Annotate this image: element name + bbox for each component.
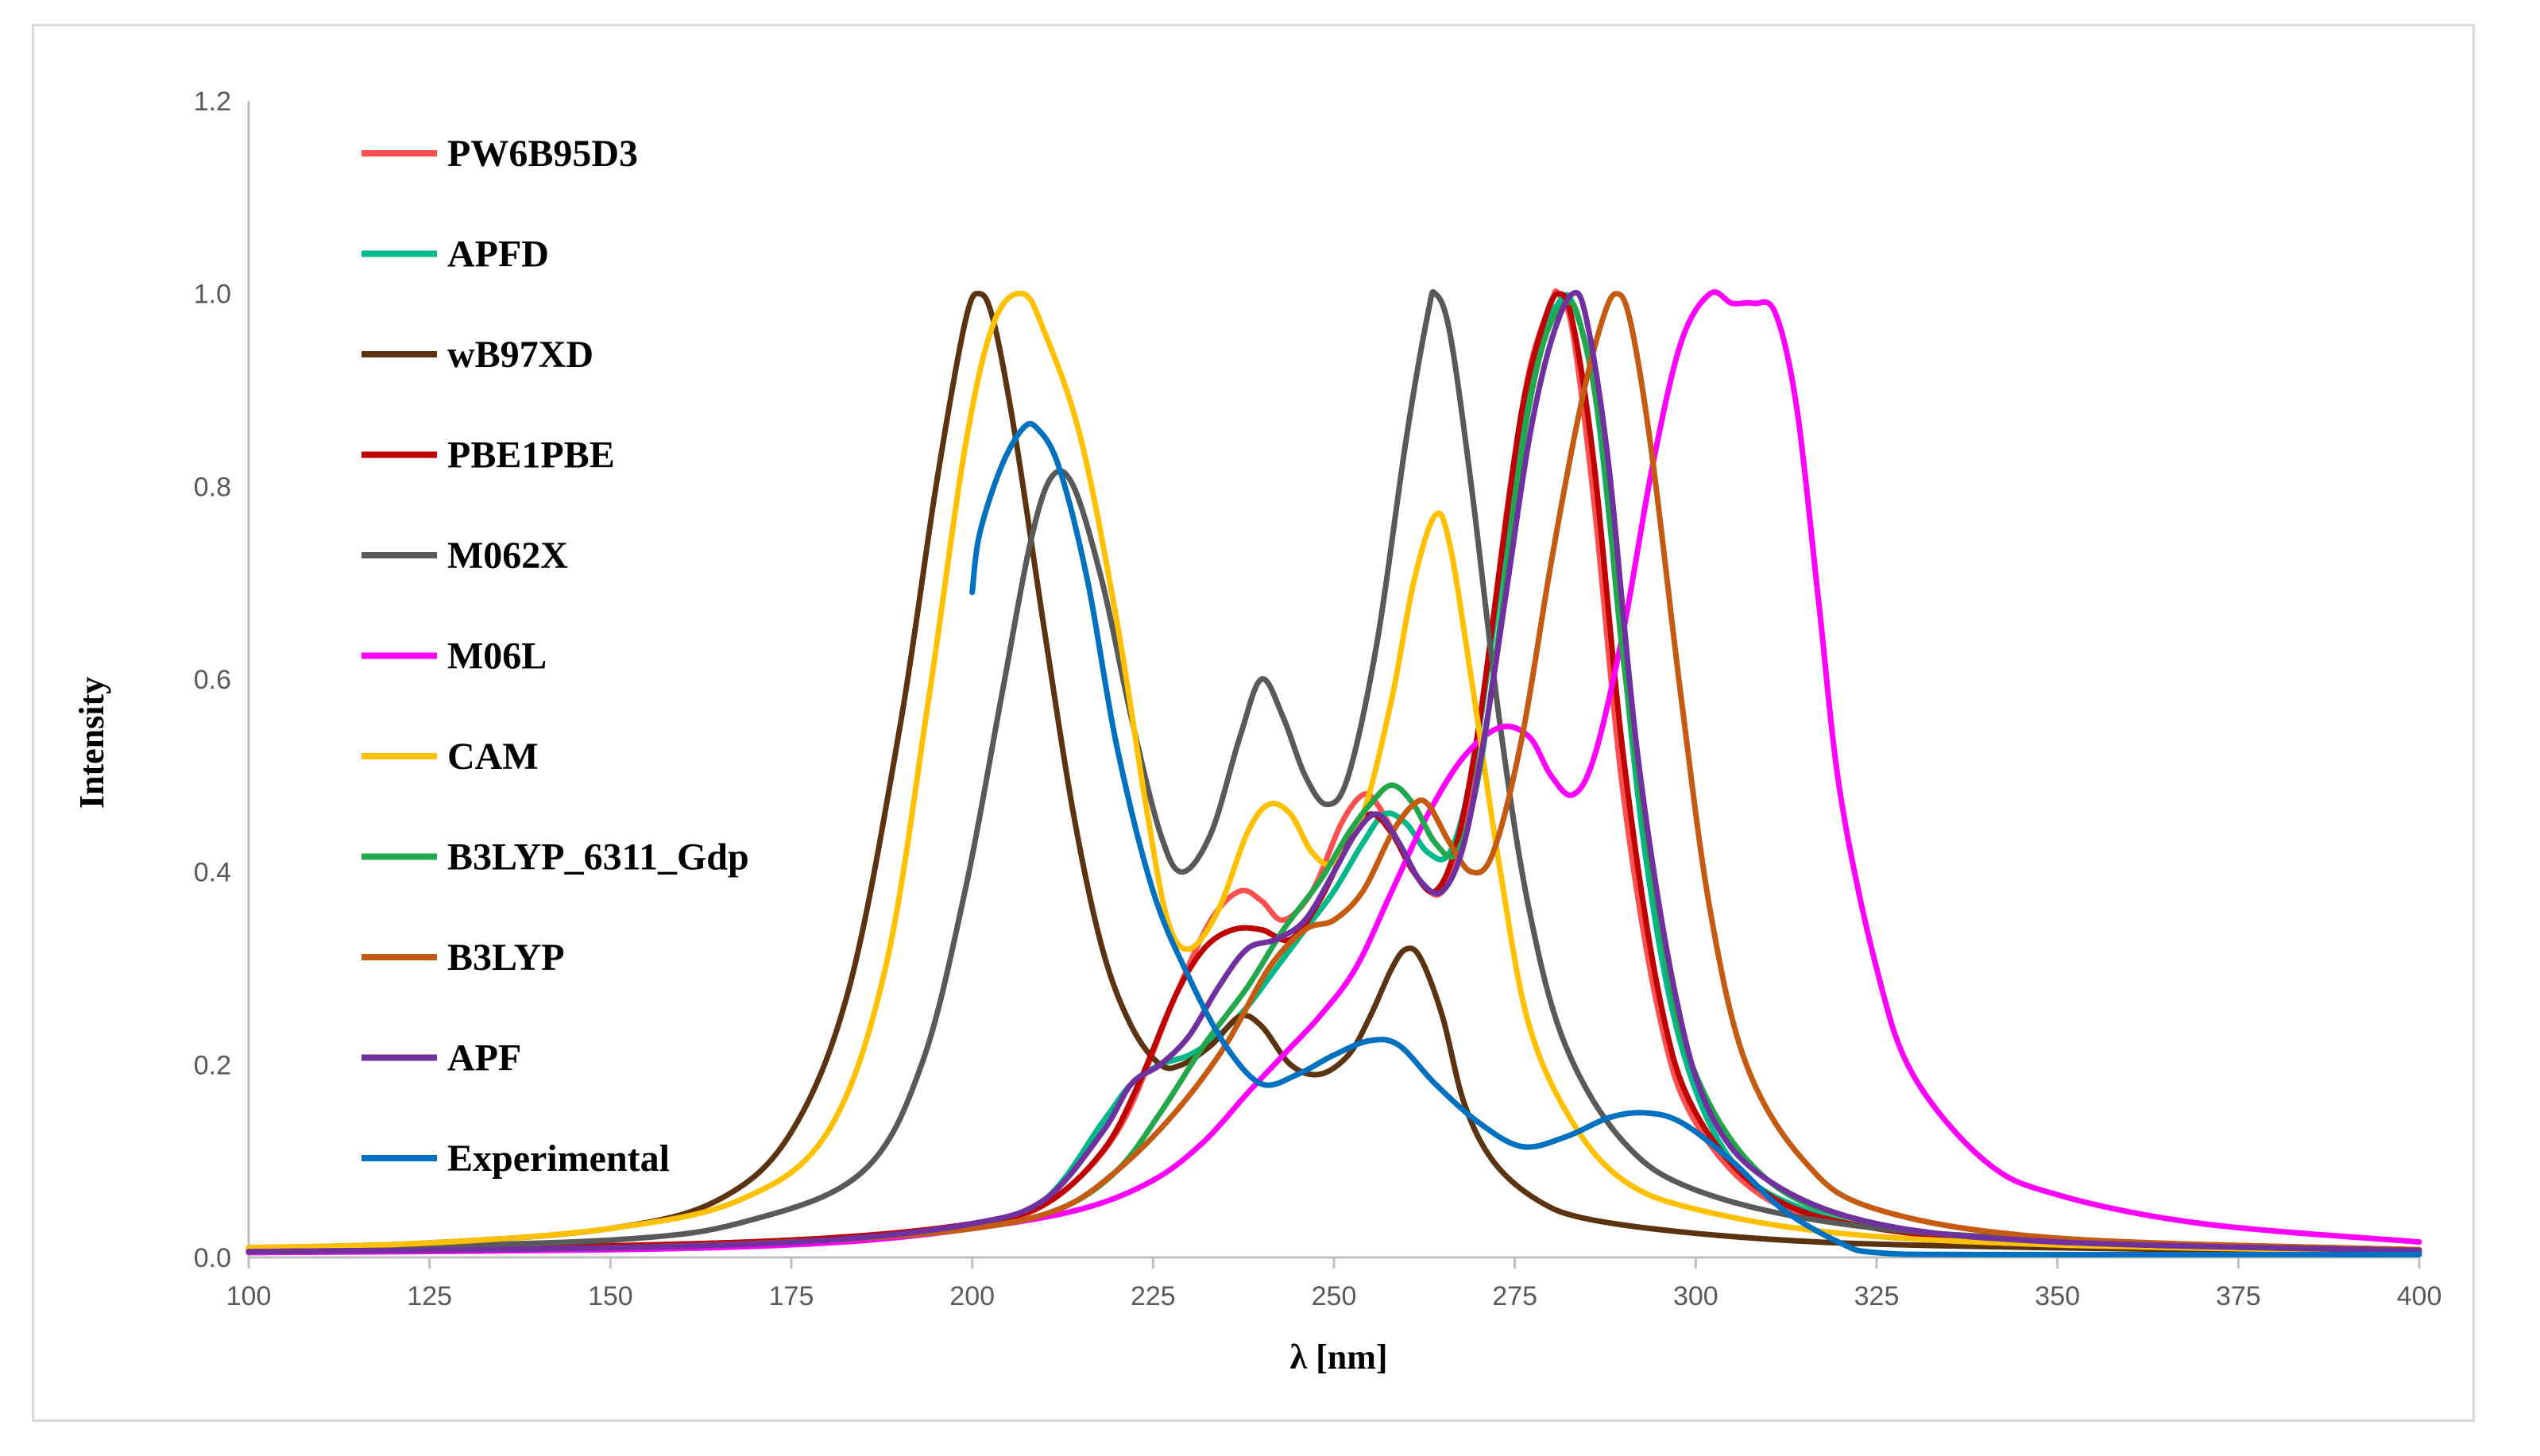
x-axis-title: λ [nm]	[1289, 1338, 1387, 1377]
series-line-cam	[245, 290, 2422, 1255]
series-line-apf	[245, 290, 2422, 1255]
y-tick-label: 1.2	[194, 87, 231, 117]
x-tick-label: 275	[1492, 1281, 1537, 1311]
chart-frame	[32, 24, 2475, 1422]
legend-label-apf: APF	[447, 1037, 521, 1079]
legend-label-wb97xd: wB97XD	[447, 334, 593, 376]
legend-label-m06l: M06L	[447, 635, 547, 678]
series-line-experimental	[969, 420, 2422, 1258]
y-tick-label: 0.6	[194, 665, 231, 695]
series-line-m062x	[245, 288, 2422, 1253]
y-tick-label: 0.2	[194, 1050, 231, 1080]
x-tick-label: 100	[226, 1281, 272, 1311]
series-line-b3lyp	[245, 291, 2422, 1255]
x-tick-label: 300	[1673, 1281, 1718, 1311]
legend-label-pw6b95d3: PW6B95D3	[447, 133, 638, 175]
x-tick-label: 400	[2397, 1281, 2442, 1311]
series-layer	[245, 288, 2422, 1258]
x-tick-label: 250	[1312, 1281, 1357, 1311]
x-tick-label: 150	[588, 1281, 633, 1311]
y-tick-label: 0.8	[194, 472, 231, 502]
y-axis: 0.0 0.2 0.4 0.6 0.8 1.0 1.2	[194, 87, 250, 1273]
x-tick-label: 375	[2216, 1281, 2261, 1311]
legend-label-pbe1pbe: PBE1PBE	[447, 434, 615, 477]
x-tick-label: 350	[2035, 1281, 2080, 1311]
x-tick-label: 225	[1131, 1281, 1176, 1311]
x-tick-label: 200	[949, 1281, 995, 1311]
legend-label-experimental: Experimental	[447, 1137, 670, 1180]
y-tick-label: 0.4	[194, 858, 231, 888]
legend-label-b3lyp-6311-gdp: B3LYP_6311_Gdp	[447, 836, 749, 879]
x-tick-label: 175	[769, 1281, 814, 1311]
y-tick-label: 0.0	[194, 1243, 231, 1273]
series-line-m06l	[245, 289, 2422, 1256]
legend-label-cam: CAM	[447, 736, 539, 778]
series-line-pbe1pbe	[245, 291, 2422, 1255]
legend-label-apfd: APFD	[447, 234, 549, 276]
legend-label-m062x: M062X	[447, 535, 568, 577]
x-axis: 100 125 150 175 200 225 250 275 300 325 350 375 400	[226, 1256, 2442, 1311]
x-tick-label: 325	[1854, 1281, 1900, 1311]
y-tick-label: 1.0	[194, 280, 231, 310]
y-axis-title: Intensity	[72, 677, 111, 809]
legend-label-b3lyp: B3LYP	[447, 937, 565, 979]
x-tick-label: 125	[407, 1281, 452, 1311]
legend: PW6B95D3 APFD wB97XD PBE1PBE M062X M06L CAM B3L…	[361, 133, 749, 1180]
